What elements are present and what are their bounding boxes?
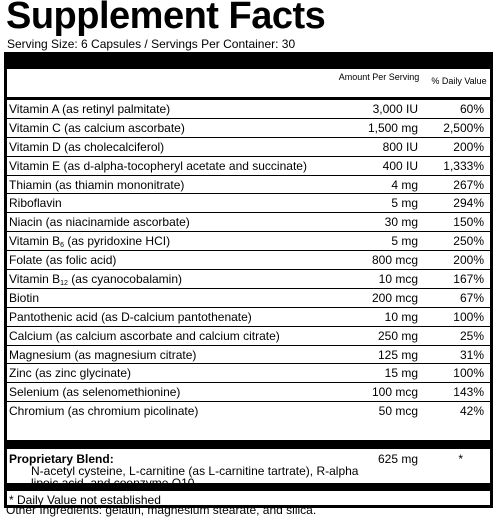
nutrient-daily-value: 60% [459,102,484,116]
nutrient-daily-value: 1,333% [443,158,484,173]
nutrient-name: Chromium (as chromium picolinate) [9,404,199,419]
nutrient-daily-value: 25% [459,328,484,343]
nutrient-name-source: (as cyanocobalamin) [67,272,182,287]
nutrient-daily-value: 267% [453,177,484,192]
proprietary-blend: Proprietary Blend: 625 mg * N-acetyl cys… [7,449,490,492]
nutrient-name: Vitamin D (as cholecalciferol) [9,139,165,154]
amount-per-serving-header: Amount Per Serving [338,72,420,82]
bottom-divider-bar [7,483,490,491]
nutrient-name: Niacin (as niacinamide ascorbate) [9,215,190,230]
nutrient-row: Vitamin D (as cholecalciferol) 800 IU 200% [7,138,490,157]
nutrient-amount: 3,000 IU [372,102,418,116]
nutrient-daily-value: 150% [453,215,484,230]
nutrient-amount: 800 mcg [371,253,418,268]
nutrient-name: Vitamin B6 (as pyridoxine HCI) [9,234,171,250]
nutrient-name: Selenium (as selenomethionine) [9,385,181,400]
nutrient-amount: 250 mg [377,328,418,343]
nutrient-amount: 5 mg [391,196,418,211]
nutrient-name: Riboflavin [9,196,62,211]
nutrient-row: Vitamin E (as d-alpha-tocopheryl acetate… [7,157,490,176]
nutrient-name: Vitamin E (as d-alpha-tocopheryl acetate… [9,158,307,173]
nutrient-amount: 400 IU [382,158,418,173]
nutrient-amount: 15 mg [384,366,418,381]
nutrient-row: Vitamin B6 (as pyridoxine HCI) 5 mg 250% [7,232,490,252]
nutrient-name: Calcium (as calcium ascorbate and calciu… [9,328,280,343]
top-divider-bar [7,55,490,69]
nutrient-daily-value: 143% [453,385,484,400]
daily-value-header: % Daily Value [431,76,487,86]
facts-table: Amount Per Serving % Daily Value Vitamin… [4,52,493,508]
nutrient-row: Thiamin (as thiamin mononitrate) 4 mg 267% [7,176,490,195]
nutrient-name-subscript: 6 [60,242,65,250]
nutrient-daily-value: 67% [459,290,484,305]
nutrient-row: Biotin 200 mcg 67% [7,289,490,308]
nutrient-row: Chromium (as chromium picolinate) 50 mcg 4… [7,402,490,420]
nutrient-row: Vitamin A (as retinyl palmitate) 3,000 IU… [7,100,490,119]
nutrient-rows: Vitamin A (as retinyl palmitate) 3,000 IU… [7,97,490,420]
panel-title: Supplement Facts [6,0,326,37]
nutrient-row: Vitamin C (as calcium ascorbate) 1,500 mg… [7,119,490,138]
daily-value-footnote: * Daily Value not established [9,493,161,507]
nutrient-name: Folate (as folic acid) [9,253,117,268]
nutrient-daily-value: 200% [453,139,484,154]
nutrient-daily-value: 250% [453,234,484,249]
nutrient-daily-value: 31% [459,347,484,362]
supplement-facts-panel: Supplement Facts Serving Size: 6 Capsule… [4,0,493,508]
nutrient-row: Riboflavin 5 mg 294% [7,194,490,214]
nutrient-daily-value: 200% [453,253,484,268]
nutrient-amount: 800 IU [382,139,418,154]
nutrient-amount: 125 mg [377,347,418,362]
nutrient-row: Folate (as folic acid) 800 mcg 200% [7,251,490,271]
nutrient-amount: 100 mcg [371,385,418,400]
nutrient-amount: 50 mcg [378,404,418,419]
nutrient-amount: 30 mg [384,215,418,230]
nutrient-daily-value: 100% [453,366,484,381]
nutrient-amount: 200 mcg [371,290,418,305]
nutrient-amount: 10 mcg [378,272,418,287]
nutrient-amount: 5 mg [391,234,418,249]
nutrient-name: Zinc (as zinc glycinate) [9,366,132,381]
nutrient-name: Vitamin A (as retinyl palmitate) [9,102,171,116]
nutrient-daily-value: 2,500% [443,120,484,135]
serving-info: Serving Size: 6 Capsules / Servings Per … [7,37,296,51]
nutrient-daily-value: 100% [453,309,484,324]
nutrient-name: Vitamin C (as calcium ascorbate) [9,120,185,135]
nutrient-row: Zinc (as zinc glycinate) 15 mg 100% [7,364,490,384]
nutrient-row: Calcium (as calcium ascorbate and calciu… [7,327,490,346]
nutrient-amount: 4 mg [391,177,418,192]
nutrient-name-source: (as pyridoxine HCI) [64,234,171,249]
other-ingredients: Other Ingredients: gelatin, magnesium st… [6,503,317,517]
nutrient-daily-value: 294% [453,196,484,211]
nutrient-name-text: Vitamin B [9,272,61,287]
blend-amount: 625 mg [377,452,418,466]
nutrient-name: Vitamin B12 (as cyanocobalamin) [9,272,182,288]
nutrient-name: Thiamin (as thiamin mononitrate) [9,177,185,192]
nutrient-name: Pantothenic acid (as D-calcium pantothen… [9,309,252,324]
nutrient-daily-value: 167% [453,272,484,287]
nutrient-row: Pantothenic acid (as D-calcium pantothen… [7,308,490,327]
blend-label: Proprietary Blend: [9,452,114,466]
nutrient-amount: 1,500 mg [367,120,418,135]
nutrient-name: Magnesium (as magnesium citrate) [9,347,197,362]
nutrient-name-text: Vitamin B [9,234,61,249]
nutrient-amount: 10 mg [384,309,418,324]
nutrient-row: Selenium (as selenomethionine) 100 mcg 143… [7,383,490,403]
nutrient-daily-value: 42% [459,404,484,419]
nutrient-row: Niacin (as niacinamide ascorbate) 30 mg 15… [7,213,490,233]
blend-daily-value: * [458,452,463,466]
nutrient-row: Magnesium (as magnesium citrate) 125 mg 31… [7,346,490,365]
nutrient-row: Vitamin B12 (as cyanocobalamin) 10 mcg 167… [7,270,490,289]
nutrient-name-subscript: 12 [60,280,68,288]
middle-divider-bar [7,440,490,449]
nutrient-name: Biotin [9,290,40,305]
